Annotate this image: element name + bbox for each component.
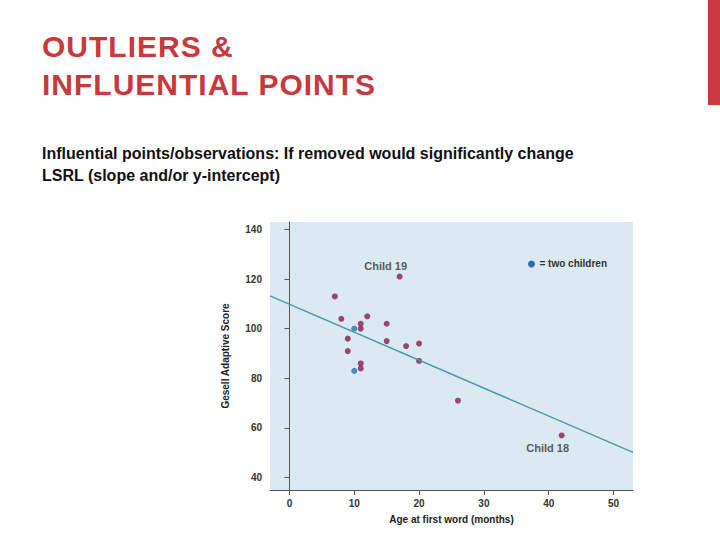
svg-text:40: 40 bbox=[543, 498, 555, 509]
svg-text:30: 30 bbox=[478, 498, 490, 509]
svg-text:Gesell Adaptive Score: Gesell Adaptive Score bbox=[220, 303, 231, 409]
svg-text:10: 10 bbox=[349, 498, 361, 509]
html-text:Influential points/observation: Influential points/observations: If remo… bbox=[42, 145, 574, 184]
svg-text:100: 100 bbox=[245, 323, 262, 334]
svg-text:40: 40 bbox=[251, 472, 263, 483]
svg-text:50: 50 bbox=[608, 498, 620, 509]
html-text:OUTLIERS &: OUTLIERS & bbox=[42, 30, 234, 63]
svg-text:0: 0 bbox=[287, 498, 293, 509]
html-text:INFLUENTIAL POINTS: INFLUENTIAL POINTS bbox=[42, 68, 377, 101]
svg-text:Age at first word (months): Age at first word (months) bbox=[389, 514, 513, 525]
svg-text:Child 19: Child 19 bbox=[364, 260, 407, 272]
svg-text:20: 20 bbox=[414, 498, 426, 509]
svg-text:80: 80 bbox=[251, 373, 263, 384]
svg-text:120: 120 bbox=[245, 274, 262, 285]
svg-text:140: 140 bbox=[245, 224, 262, 235]
svg-text:= two children: = two children bbox=[540, 258, 608, 269]
svg-text:60: 60 bbox=[251, 422, 263, 433]
svg-text:Child 18: Child 18 bbox=[526, 442, 569, 454]
